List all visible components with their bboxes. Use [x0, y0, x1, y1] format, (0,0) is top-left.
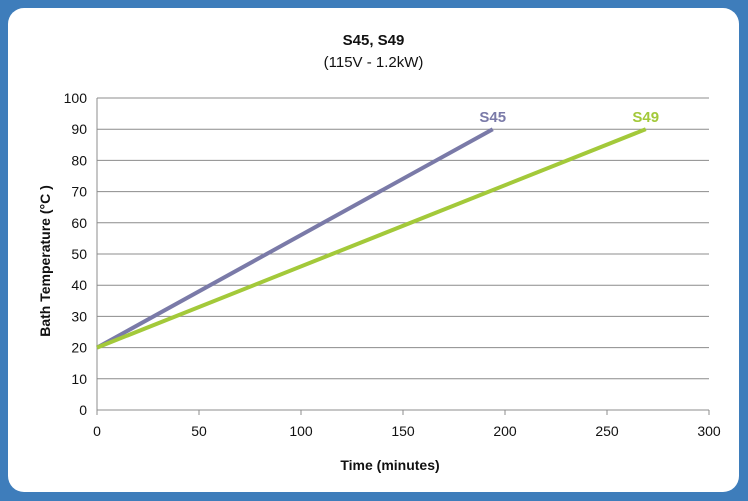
y-tick-labels: 0 10 20 30 40 50 60 70 80 90 100 — [64, 90, 88, 418]
chart-subtitle: (115V - 1.2kW) — [323, 54, 424, 71]
y-tick-label-20: 20 — [71, 340, 87, 356]
x-tick-label-300: 300 — [697, 423, 721, 439]
y-tick-label-100: 100 — [64, 90, 88, 106]
gridlines — [97, 97, 709, 380]
series-line-s45 — [96, 127, 494, 350]
y-tick-label-0: 0 — [79, 402, 87, 418]
y-tick-label-60: 60 — [71, 215, 87, 231]
chart-title: S45, S49 — [342, 32, 405, 49]
y-tick-label-80: 80 — [71, 152, 87, 168]
x-tick-label-150: 150 — [391, 423, 415, 439]
y-tick-label-90: 90 — [71, 121, 87, 137]
series-line-s49 — [96, 127, 647, 350]
series-label-s45: S45 — [479, 109, 506, 126]
axes — [96, 98, 710, 415]
line-chart: 0 10 20 30 40 50 60 70 80 90 100 0 50 100 150 200 250 30… — [37, 90, 721, 473]
x-tick-labels: 0 50 100 150 200 250 300 — [93, 423, 721, 439]
y-axis-label: Bath Temperature (°C ) — [37, 185, 53, 337]
y-tick-label-10: 10 — [71, 371, 87, 387]
series-lines: S45 S49 — [96, 109, 659, 350]
x-axis-label: Time (minutes) — [340, 457, 439, 473]
x-tick-label-0: 0 — [93, 423, 101, 439]
y-tick-label-70: 70 — [71, 184, 87, 200]
y-tick-label-40: 40 — [71, 277, 87, 293]
x-tick-label-100: 100 — [289, 423, 313, 439]
series-label-s49: S49 — [632, 109, 659, 126]
y-tick-label-30: 30 — [71, 308, 87, 324]
x-tick-label-50: 50 — [191, 423, 207, 439]
chart-card: S45, S49 (115V - 1.2kW) 0 10 20 30 40 50 60 70 8… — [8, 8, 739, 492]
x-tick-label-200: 200 — [493, 423, 517, 439]
x-tick-label-250: 250 — [595, 423, 619, 439]
y-tick-label-50: 50 — [71, 246, 87, 262]
